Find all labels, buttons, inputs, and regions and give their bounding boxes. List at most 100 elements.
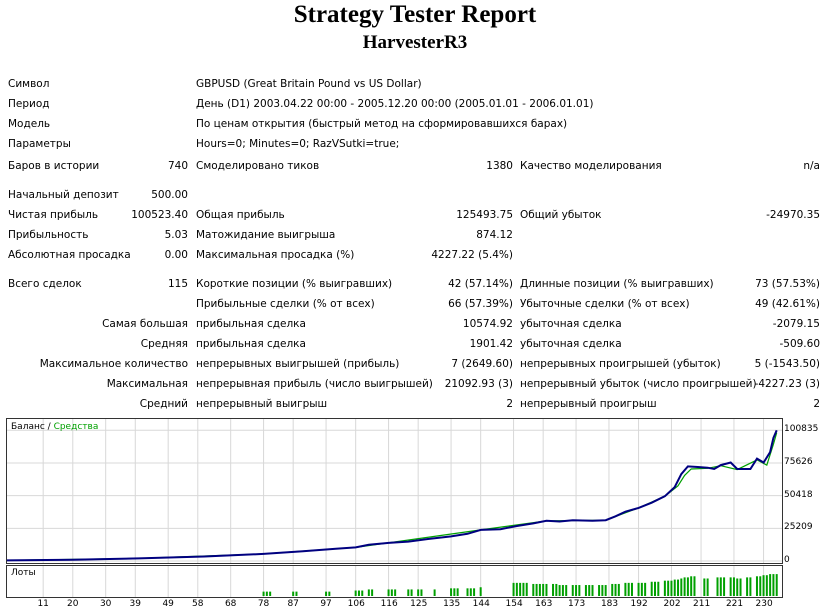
x-tick-label: 135 — [443, 599, 461, 609]
model-label: Модель — [8, 118, 51, 130]
legend-balance: Баланс — [11, 422, 45, 432]
volume-bar — [673, 579, 676, 596]
volume-bar — [262, 591, 265, 596]
period-value: День (D1) 2003.04.22 00:00 - 2005.12.20 … — [196, 98, 594, 110]
volume-bar — [670, 580, 673, 596]
volume-bar — [614, 583, 617, 596]
payoff-value: 874.12 — [476, 229, 513, 241]
balance-line — [6, 429, 778, 562]
volume-bar — [466, 588, 469, 596]
x-tick-label: 116 — [380, 599, 398, 609]
volume-bar — [627, 582, 630, 596]
params-label: Параметры — [8, 138, 71, 150]
volume-bar — [361, 590, 364, 596]
long-positions-label: Длинные позиции (% выигравших) — [520, 278, 714, 290]
equity-line — [6, 432, 778, 561]
x-tick-label: 87 — [287, 599, 299, 609]
x-tick-label: 192 — [630, 599, 648, 609]
volume-bar — [765, 575, 768, 596]
short-positions-label: Короткие позиции (% выигравших) — [196, 278, 393, 290]
y-tick-label: 0 — [784, 555, 790, 565]
average-profit-label: прибыльная сделка — [196, 338, 306, 350]
largest-label: Самая большая — [102, 318, 188, 330]
profit-factor-label: Прибыльность — [8, 229, 89, 241]
volume-bar — [328, 591, 331, 596]
volume-label: Лоты — [11, 568, 36, 578]
volume-bar — [680, 578, 683, 596]
volume-bar — [522, 582, 525, 596]
volume-bar — [667, 580, 670, 596]
x-tick-label: 211 — [693, 599, 711, 609]
balance-chart: Баланс / Средства — [6, 418, 783, 564]
volume-bar — [469, 588, 472, 596]
volume-bar — [367, 589, 370, 596]
volume-bar — [456, 588, 459, 596]
volume-bar — [703, 578, 706, 596]
symbol-value: GBPUSD (Great Britain Pound vs US Dollar… — [196, 78, 422, 90]
volume-bar — [512, 582, 515, 596]
average-consec-wins-label: непрерывный выигрыш — [196, 398, 328, 410]
x-tick-label: 173 — [568, 599, 586, 609]
quality-value: n/a — [803, 160, 820, 172]
volume-bar — [555, 583, 558, 596]
volume-bar — [617, 583, 620, 596]
volume-bar — [624, 582, 627, 596]
net-profit-value: 100523.40 — [131, 209, 188, 221]
maximal-loss-label: непрерывный убыток (число проигрышей) — [520, 378, 757, 390]
volume-bar — [325, 591, 328, 596]
x-tick-label: 68 — [224, 599, 237, 609]
loss-trades-value: 49 (42.61%) — [755, 298, 820, 310]
volume-bar — [723, 577, 726, 596]
volume-bar — [407, 589, 410, 596]
volume-bar — [292, 591, 295, 596]
volume-bar — [571, 585, 574, 596]
report-subtitle: HarvesterR3 — [362, 32, 468, 53]
average-consec-wins-value: 2 — [506, 398, 513, 410]
volume-bar — [538, 583, 541, 596]
short-positions-value: 42 (57.14%) — [448, 278, 513, 290]
maximal-profit-value: 21092.93 (3) — [444, 378, 513, 390]
x-tick-label: 144 — [472, 599, 490, 609]
volume-bar — [719, 577, 722, 596]
volume-bar — [637, 582, 640, 596]
volume-bar — [542, 583, 545, 596]
volume-bar — [295, 591, 298, 596]
deposit-value: 500.00 — [151, 189, 188, 201]
model-value: По ценам открытия (быстрый метод на сфор… — [196, 118, 568, 130]
x-tick-label: 230 — [755, 599, 773, 609]
volume-bar — [654, 581, 657, 596]
volume-bar — [525, 582, 528, 596]
volume-bar — [739, 578, 742, 596]
x-tick-label: 154 — [505, 599, 523, 609]
volume-bar — [650, 581, 653, 596]
ticks-value: 1380 — [486, 160, 513, 172]
volume-bar — [598, 585, 601, 596]
volume-chart-svg — [42, 566, 778, 597]
y-tick-label: 25209 — [784, 522, 813, 533]
volume-bar — [433, 589, 436, 596]
symbol-label: Символ — [8, 78, 50, 90]
largest-loss-value: -2079.15 — [772, 318, 820, 330]
period-label: Период — [8, 98, 50, 110]
volume-bar — [693, 576, 696, 596]
volume-bar — [535, 583, 538, 596]
volume-bar — [604, 585, 607, 596]
largest-loss-label: убыточная сделка — [520, 318, 622, 330]
volume-bar — [575, 585, 578, 596]
volume-bar — [453, 588, 456, 596]
x-tick-label: 202 — [663, 599, 681, 609]
chart-legend: Баланс / Средства — [11, 422, 98, 432]
average-profit-value: 1901.42 — [469, 338, 513, 350]
volume-bar — [706, 578, 709, 596]
largest-profit-label: прибыльная сделка — [196, 318, 306, 330]
volume-bar — [565, 585, 568, 596]
volume-bar — [630, 582, 633, 596]
volume-bar — [611, 583, 614, 596]
volume-bar — [515, 582, 518, 596]
volume-bar — [716, 577, 719, 596]
report-title: Strategy Tester Report — [293, 1, 537, 28]
abs-drawdown-value: 0.00 — [164, 249, 188, 261]
long-positions-value: 73 (57.53%) — [755, 278, 820, 290]
gross-loss-value: -24970.35 — [766, 209, 820, 221]
volume-bar — [677, 579, 680, 596]
